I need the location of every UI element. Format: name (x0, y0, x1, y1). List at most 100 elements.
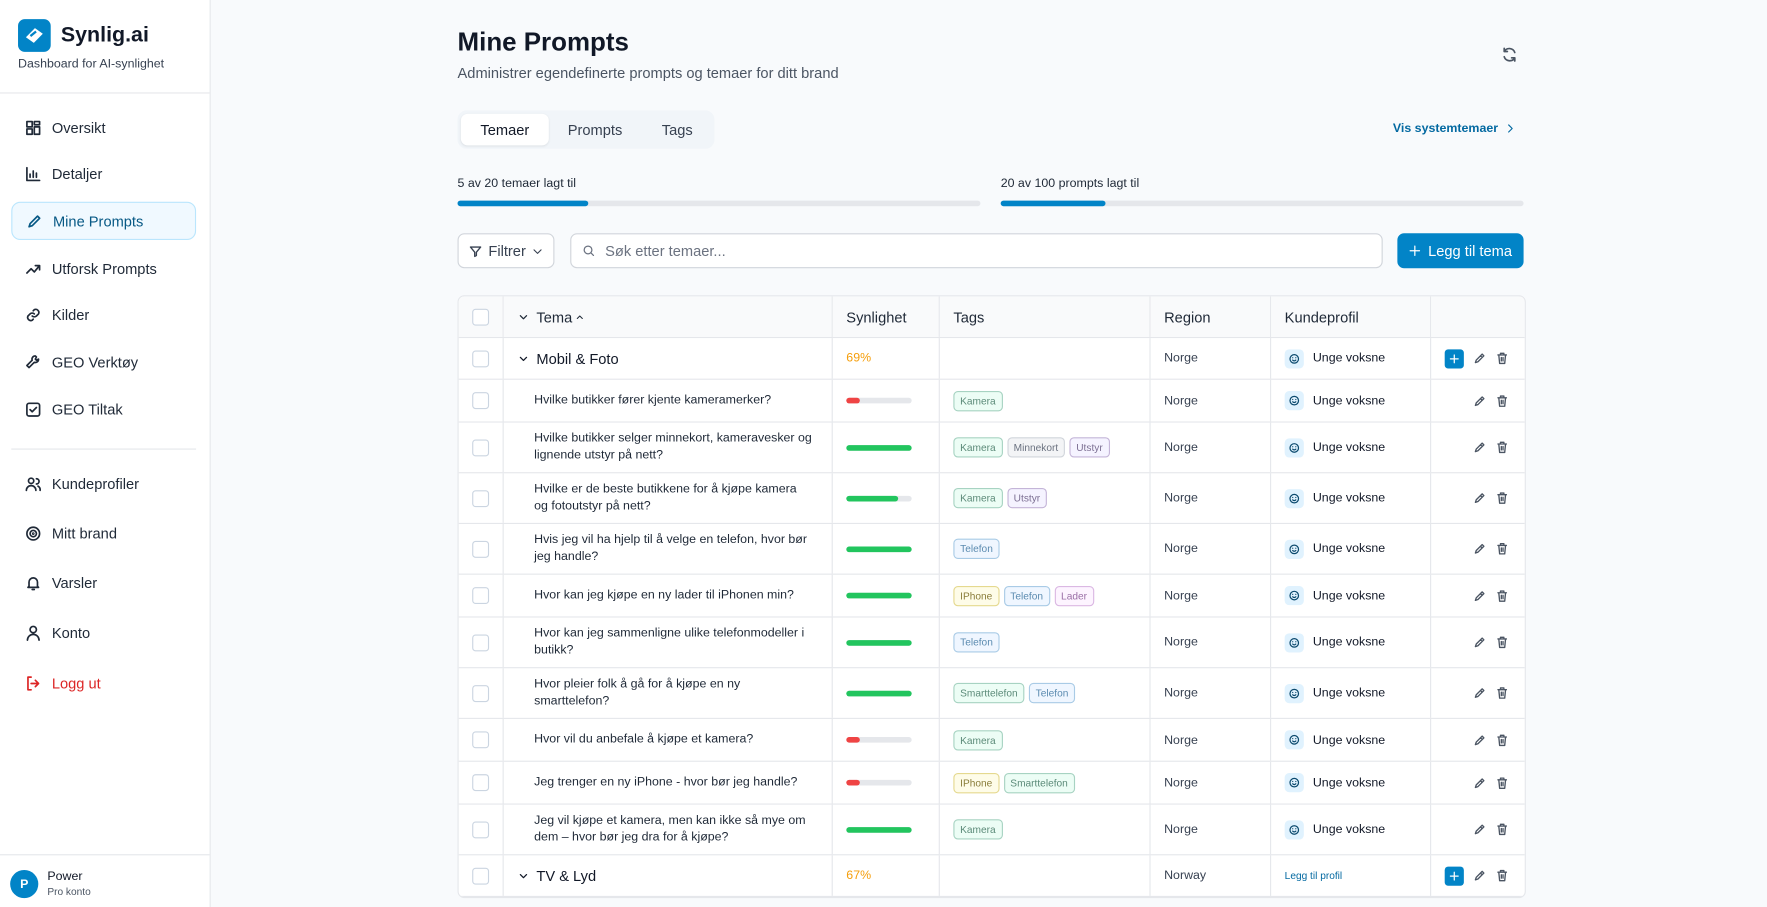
add-profile-link[interactable]: Legg til profil (1284, 869, 1343, 882)
edit-button[interactable] (1473, 352, 1487, 366)
checkbox[interactable] (472, 308, 490, 326)
delete-button[interactable] (1495, 636, 1509, 650)
tag[interactable]: Telefon (953, 632, 1000, 653)
nav-item[interactable]: Detaljer (11, 155, 196, 193)
tag[interactable]: Lader (1054, 585, 1094, 606)
tab[interactable]: Tags (661, 121, 693, 139)
delete-button[interactable] (1495, 542, 1509, 556)
checkbox[interactable] (472, 684, 490, 702)
region-cell: Norge (1151, 668, 1272, 718)
tag[interactable]: Telefon (1003, 585, 1050, 606)
checkbox[interactable] (472, 489, 490, 507)
tab[interactable]: Prompts (567, 121, 623, 139)
edit-button[interactable] (1473, 776, 1487, 790)
tag[interactable]: IPhone (953, 772, 1000, 793)
tag[interactable]: IPhone (953, 585, 1000, 606)
tag[interactable]: Utstyr (1069, 437, 1110, 458)
icon (1497, 776, 1508, 789)
checkbox[interactable] (472, 438, 490, 456)
profile-cell: Unge voksne (1271, 338, 1432, 379)
tag[interactable]: Utstyr (1006, 487, 1047, 509)
tag[interactable]: Smarttelefon (953, 682, 1025, 704)
icon (1289, 777, 1300, 788)
edit-button[interactable] (1473, 733, 1487, 747)
actions-cell (1431, 668, 1525, 718)
profile-icon (1284, 488, 1304, 508)
tag[interactable]: Telefon (953, 538, 1000, 559)
icon (1497, 352, 1508, 365)
checkbox-cell (459, 574, 504, 617)
delete-button[interactable] (1495, 733, 1509, 747)
refresh-button[interactable] (1501, 46, 1518, 63)
nav-item[interactable]: Mine Prompts (11, 202, 197, 241)
nav-item[interactable]: Kilder (11, 296, 196, 334)
checkbox[interactable] (472, 774, 490, 792)
column-header: Kundeprofil (1271, 296, 1432, 337)
checkbox[interactable] (472, 820, 490, 838)
column-label: Synlighet (846, 308, 907, 326)
add-theme-button[interactable]: Legg til tema (1397, 233, 1524, 269)
icon (26, 167, 41, 182)
avatar: P (10, 869, 39, 899)
tag[interactable]: Kamera (953, 487, 1003, 509)
nav-item[interactable]: Kundeprofiler (11, 464, 196, 502)
checkbox[interactable] (472, 867, 490, 885)
nav-item[interactable]: Varsler (11, 564, 196, 602)
tab[interactable]: Temaer (460, 113, 549, 146)
checkbox[interactable] (472, 349, 490, 367)
add-prompt-button[interactable] (1444, 866, 1464, 886)
checkbox[interactable] (472, 731, 490, 749)
tag[interactable]: Minnekort (1006, 437, 1065, 458)
nav-label: Oversikt (51, 118, 106, 136)
delete-button[interactable] (1495, 394, 1509, 408)
edit-button[interactable] (1473, 589, 1487, 603)
add-prompt-button[interactable] (1444, 348, 1464, 368)
icon (25, 476, 41, 491)
icon (1474, 493, 1485, 503)
edit-button[interactable] (1473, 441, 1487, 455)
edit-button[interactable] (1473, 636, 1487, 650)
search-input[interactable]: Søk etter temaer... (570, 233, 1383, 269)
delete-button[interactable] (1495, 869, 1509, 883)
system-themes-link[interactable]: Vis systemtemaer (1393, 122, 1516, 135)
checkbox[interactable] (472, 540, 490, 558)
icon (1289, 493, 1300, 503)
nav-item[interactable]: Mitt brand (11, 514, 196, 552)
checkbox[interactable] (472, 392, 490, 410)
delete-button[interactable] (1495, 776, 1509, 790)
prompt-cell: Hvor kan jeg kjøpe en ny lader til iPhon… (459, 574, 833, 617)
tags-cell: Kamera Utstyr (940, 473, 1151, 523)
checkbox-cell (459, 804, 504, 855)
checkbox[interactable] (472, 633, 490, 651)
edit-button[interactable] (1473, 491, 1487, 505)
profile-name: Unge voksne (1312, 822, 1386, 837)
tag[interactable]: Kamera (953, 819, 1003, 840)
nav-item[interactable]: GEO Verktøy (11, 343, 196, 381)
edit-button[interactable] (1473, 542, 1487, 556)
delete-button[interactable] (1495, 441, 1509, 455)
checkbox[interactable] (472, 587, 490, 605)
edit-button[interactable] (1473, 394, 1487, 408)
nav-item[interactable]: Logg ut (11, 664, 196, 702)
tag[interactable]: Telefon (1028, 682, 1076, 704)
tag[interactable]: Smarttelefon (1003, 772, 1075, 793)
nav-item[interactable]: GEO Tiltak (11, 390, 196, 428)
tag[interactable]: Kamera (953, 390, 1003, 411)
nav-item[interactable]: Utforsk Prompts (11, 249, 196, 287)
tag[interactable]: Kamera (953, 729, 1003, 750)
edit-button[interactable] (1473, 869, 1487, 883)
delete-button[interactable] (1495, 823, 1509, 837)
filter-button[interactable]: Filtrer (457, 233, 555, 269)
actions-cell (1431, 380, 1525, 422)
edit-button[interactable] (1473, 823, 1487, 837)
delete-button[interactable] (1495, 686, 1509, 700)
nav-item[interactable]: Konto (11, 614, 196, 652)
prompt-cell: Hvilke er de beste butikkene for å kjøpe… (459, 473, 833, 523)
delete-button[interactable] (1495, 352, 1509, 366)
nav-item[interactable]: Oversikt (11, 108, 196, 146)
region: Norge (1164, 542, 1198, 556)
tag[interactable]: Kamera (953, 437, 1003, 458)
edit-button[interactable] (1473, 686, 1487, 700)
delete-button[interactable] (1495, 491, 1509, 505)
delete-button[interactable] (1495, 589, 1509, 603)
